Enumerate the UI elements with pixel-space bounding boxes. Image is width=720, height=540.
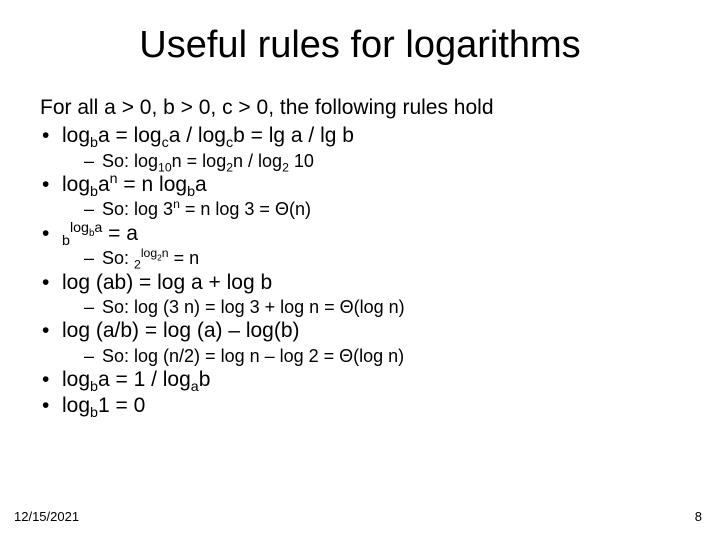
rule-2: logban = n logba So: log 3n = n log 3 = … — [40, 172, 680, 221]
slide: Useful rules for logarithms For all a > … — [0, 0, 720, 540]
rule-4: log (ab) = log a + log b So: log (3 n) =… — [40, 270, 680, 319]
rule-sub-text: So: log (3 n) = log 3 + log n = Θ(log n) — [84, 296, 680, 319]
rule-5-sub: So: log (n/2) = log n – log 2 = Θ(log n) — [62, 345, 680, 368]
rule-text: log (a/b) = log (a) – log(b) — [62, 319, 300, 342]
rule-3-sub: So: 2log2n = n — [62, 247, 680, 270]
slide-content: For all a > 0, b > 0, c > 0, the followi… — [40, 95, 680, 420]
rule-1: logba = logca / logcb = lg a / lg b So: … — [40, 123, 680, 172]
rule-text: logb1 = 0 — [62, 394, 145, 417]
rule-text: logba = logca / logcb = lg a / lg b — [62, 124, 354, 147]
rule-1-sub: So: log10n = log2n / log2 10 — [62, 150, 680, 173]
rule-4-sub: So: log (3 n) = log 3 + log n = Θ(log n) — [62, 296, 680, 319]
footer-page: 8 — [695, 509, 702, 524]
rule-6: logba = 1 / logab — [40, 367, 680, 393]
rules-list: logba = logca / logcb = lg a / lg b So: … — [40, 123, 680, 419]
rule-sub-text: So: log 3n = n log 3 = Θ(n) — [84, 198, 680, 221]
intro-text: For all a > 0, b > 0, c > 0, the followi… — [40, 95, 680, 121]
rule-sub-text: So: log10n = log2n / log2 10 — [84, 150, 680, 173]
slide-title: Useful rules for logarithms — [40, 24, 680, 67]
footer-date: 12/15/2021 — [14, 509, 79, 524]
rule-2-sub: So: log 3n = n log 3 = Θ(n) — [62, 198, 680, 221]
rule-text: logban = n logba — [62, 173, 207, 196]
rule-sub-text: So: 2log2n = n — [84, 247, 680, 270]
rule-text: logba = 1 / logab — [62, 368, 210, 391]
rule-3: blogba = a So: 2log2n = n — [40, 221, 680, 270]
rule-text: log (ab) = log a + log b — [62, 271, 272, 294]
rule-5: log (a/b) = log (a) – log(b) So: log (n/… — [40, 318, 680, 367]
rule-text: blogba = a — [62, 222, 138, 245]
rule-7: logb1 = 0 — [40, 393, 680, 419]
rule-sub-text: So: log (n/2) = log n – log 2 = Θ(log n) — [84, 345, 680, 368]
